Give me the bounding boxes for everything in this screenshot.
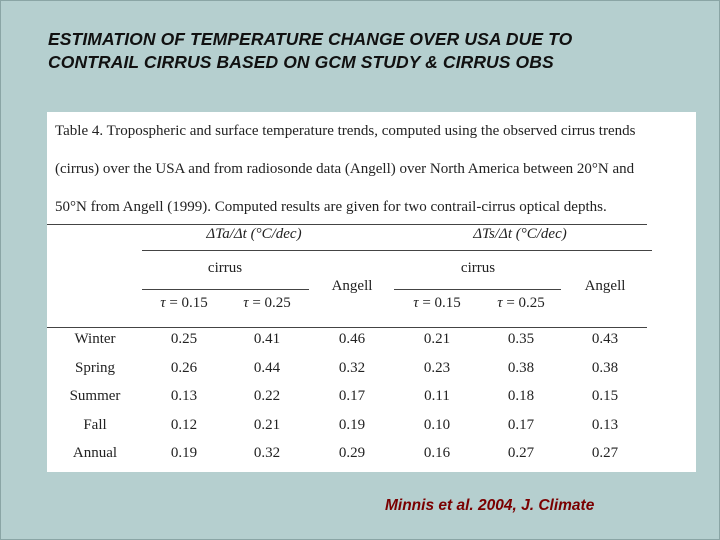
slide-title-line-1: ESTIMATION OF TEMPERATURE CHANGE OVER US…	[48, 29, 573, 49]
table-cell: 0.23	[423, 359, 451, 376]
row-label: Fall	[83, 416, 107, 433]
citation: Minnis et al. 2004, J. Climate	[385, 497, 595, 514]
table-top-rule	[47, 224, 647, 225]
table-cell: 0.26	[170, 359, 198, 376]
table-cell: 0.32	[338, 359, 366, 376]
header-bottom-rule	[47, 327, 647, 328]
caption-line-3: 50°N from Angell (1999). Computed result…	[55, 199, 607, 215]
slide-title: ESTIMATION OF TEMPERATURE CHANGE OVER US…	[48, 28, 688, 74]
group-header-atmosphere: ΔTa/Δt (°C/dec)	[206, 226, 302, 242]
row-label: Summer	[69, 388, 121, 404]
table-cell: 0.21	[423, 331, 451, 347]
table-cell: 0.11	[424, 388, 450, 404]
caption-line-2: (cirrus) over the USA and from radiosond…	[55, 161, 635, 177]
table-cell: 0.12	[170, 416, 198, 433]
table-cell: 0.46	[338, 331, 366, 347]
table-cell: 0.13	[591, 416, 619, 433]
col-header-angell-1: Angell	[331, 278, 373, 294]
slide-title-line-2: CONTRAIL CIRRUS BASED ON GCM STUDY & CIR…	[48, 52, 554, 72]
table-cell: 0.32	[253, 445, 281, 461]
cirrus-rule-1	[142, 289, 309, 290]
table-cell: 0.19	[338, 416, 366, 433]
group-header-rule	[142, 250, 652, 251]
table-cell: 0.18	[507, 388, 535, 404]
row-label: Winter	[74, 331, 116, 347]
col-header-tau-015-2: τ = 0.15	[413, 295, 461, 311]
table-cell: 0.22	[253, 388, 281, 404]
table-cell: 0.27	[591, 445, 619, 461]
col-header-angell-2: Angell	[584, 278, 626, 294]
table-cell: 0.44	[253, 359, 281, 376]
caption-line-1: Table 4. Tropospheric and surface temper…	[55, 123, 636, 139]
table-cell: 0.27	[507, 445, 535, 461]
table-cell: 0.10	[423, 416, 451, 433]
group-header-surface: ΔTs/Δt (°C/dec)	[473, 226, 567, 242]
table-figure: Table 4. Tropospheric and surface temper…	[47, 112, 696, 472]
table-cell: 0.16	[423, 445, 451, 461]
table-cell: 0.43	[591, 331, 619, 347]
row-label: Spring	[74, 359, 116, 376]
subheader-cirrus-2: cirrus	[460, 260, 496, 276]
table-cell: 0.25	[170, 331, 198, 347]
table-cell: 0.21	[253, 416, 281, 433]
table-cell: 0.19	[170, 445, 198, 461]
table-cell: 0.17	[338, 388, 366, 404]
table-cell: 0.41	[253, 331, 281, 347]
col-header-tau-025-1: τ = 0.25	[243, 295, 291, 311]
table-cell: 0.29	[338, 445, 366, 461]
row-label: Annual	[72, 445, 118, 461]
table-cell: 0.38	[591, 359, 619, 376]
table-caption: Table 4. Tropospheric and surface temper…	[55, 112, 695, 226]
table-cell: 0.13	[170, 388, 198, 404]
table-cell: 0.35	[507, 331, 535, 347]
subheader-cirrus-1: cirrus	[207, 260, 243, 276]
cirrus-rule-2	[394, 289, 561, 290]
table-cell: 0.15	[591, 388, 619, 404]
table-cell: 0.17	[507, 416, 535, 433]
col-header-tau-025-2: τ = 0.25	[497, 295, 545, 311]
col-header-tau-015-1: τ = 0.15	[160, 295, 208, 311]
table-cell: 0.38	[507, 359, 535, 376]
